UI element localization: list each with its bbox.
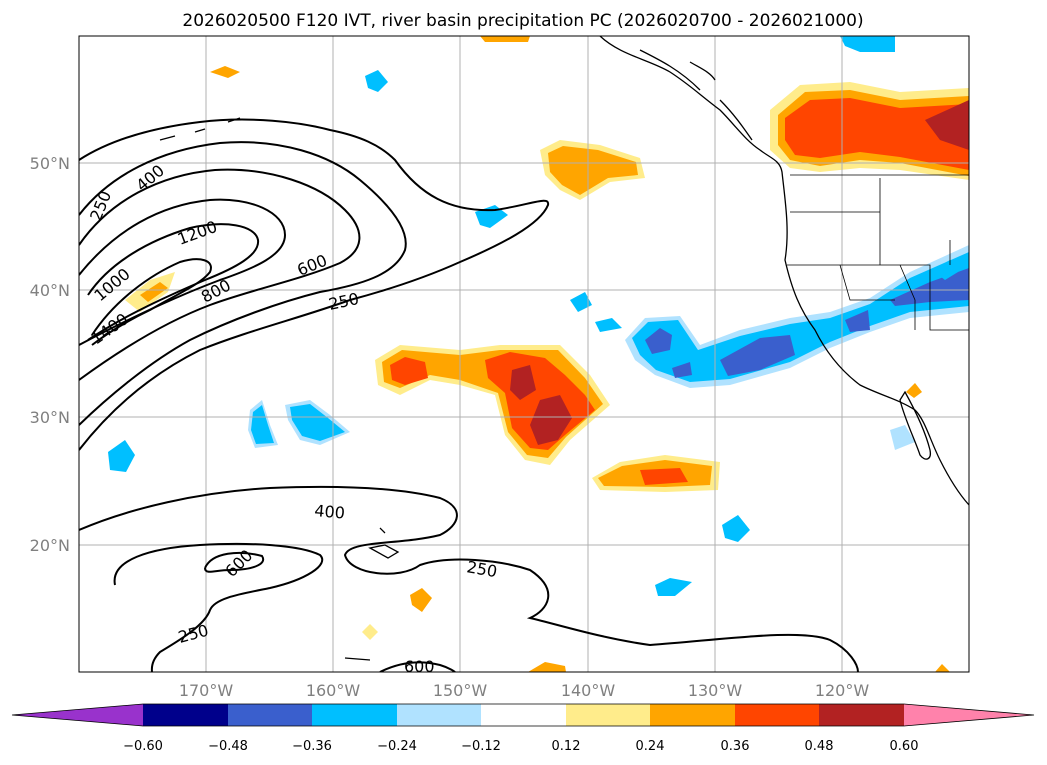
colorbar-seg-1 [143, 704, 228, 726]
lon-label: 170°W [179, 681, 234, 700]
coastline-north-america [599, 36, 969, 506]
ivt-contour [379, 661, 456, 672]
coastline-islands [639, 49, 753, 141]
ivt-label: 400 [314, 501, 346, 523]
colorbar-tick-label: 0.12 [552, 739, 581, 754]
colorbar-seg-5 [481, 704, 566, 726]
ivt-contour [79, 141, 407, 426]
pc-positive-region [640, 468, 688, 485]
coastline [159, 36, 969, 661]
lat-label: 20°N [30, 536, 70, 555]
pc-negative-region [645, 328, 672, 354]
colorbar-tick-label: 0.36 [721, 739, 750, 754]
colorbar-seg-9 [819, 704, 904, 726]
colorbar-tick-label: 0.60 [890, 739, 919, 754]
pc-positive-region [410, 588, 432, 612]
pc-positive-region [210, 66, 240, 78]
pc-negative-region [632, 252, 969, 382]
coastline-baja [899, 390, 931, 460]
lon-label: 120°W [815, 681, 870, 700]
pc-negative-region [722, 515, 750, 542]
pc-negative-region [840, 36, 895, 52]
pc-positive-region [140, 282, 168, 302]
colorbar-tick-label: −0.24 [377, 739, 417, 754]
lon-labels: 170°W 160°W 150°W 140°W 130°W 120°W [179, 681, 870, 700]
colorbar-tick-label: 0.24 [636, 739, 665, 754]
lat-label: 50°N [30, 154, 70, 173]
colorbar-seg-2 [228, 704, 312, 726]
colorbar-seg-0 [12, 704, 143, 726]
pc-positive-region [510, 365, 536, 400]
colorbar-outline [11, 703, 1035, 727]
colorbar-seg-4 [397, 704, 481, 726]
lat-label: 40°N [30, 281, 70, 300]
colorbar-tick-label: −0.60 [123, 739, 163, 754]
pc-negative-region [290, 404, 345, 441]
colorbar-tick-label: 0.48 [805, 739, 834, 754]
colorbar-seg-8 [735, 704, 819, 726]
colorbar-seg-6 [566, 704, 650, 726]
figure-title: 2026020500 F120 IVT, river basin precipi… [182, 11, 863, 31]
map-frame [78, 35, 970, 673]
pc-negative-region [890, 268, 969, 306]
lon-label: 140°W [561, 681, 616, 700]
lon-label: 130°W [688, 681, 743, 700]
pc-positive-region [528, 662, 566, 672]
pc-positive-region [530, 395, 572, 445]
ivt-contour [79, 168, 361, 381]
lon-label: 150°W [433, 681, 488, 700]
colorbar-tick-label: −0.36 [292, 739, 332, 754]
pc-negative-region [655, 578, 692, 596]
pc-positive-region [785, 98, 969, 170]
ivt-contour [113, 542, 324, 672]
coastline-aleutians [159, 117, 241, 141]
pc-negative-region [365, 70, 388, 92]
colorbar: −0.60 −0.48 −0.36 −0.24 −0.12 0.12 0.24 … [11, 703, 1035, 754]
lat-label: 30°N [30, 408, 70, 427]
colorbar-seg-7 [650, 704, 735, 726]
map-area: 250 400 1200 1000 800 1400 600 250 400 6… [79, 36, 969, 676]
ivt-contour [91, 258, 212, 346]
ivt-contour [204, 551, 265, 573]
pc-negative-region [672, 362, 692, 378]
pc-negative-region [720, 335, 795, 376]
pc-positive-region [548, 146, 638, 195]
pc-negative-region [108, 440, 135, 472]
ivt-contours [79, 118, 859, 672]
ivt-contour [79, 485, 859, 672]
pc-positive-region [390, 357, 428, 385]
pc-negative-region [845, 310, 870, 332]
ivt-contour [87, 223, 260, 341]
lat-labels: 50°N 40°N 30°N 20°N [30, 154, 70, 555]
pc-positive-region [362, 624, 378, 640]
colorbar-seg-10 [904, 704, 1034, 726]
precip-shading [108, 36, 969, 672]
ivt-contour [79, 198, 287, 346]
pc-positive-region [935, 664, 950, 672]
pc-negative-region [932, 260, 958, 280]
lon-label: 160°W [306, 681, 361, 700]
pc-negative-region [570, 292, 592, 312]
coastline-hawaii [344, 527, 400, 661]
pc-positive-region [925, 100, 969, 150]
pc-negative-region [251, 405, 274, 444]
pc-negative-region [595, 318, 622, 332]
colorbar-seg-3 [312, 704, 397, 726]
ivt-contour [79, 118, 550, 451]
ivt-label: 600 [404, 657, 435, 676]
colorbar-tick-label: −0.12 [461, 739, 501, 754]
pc-positive-region [906, 383, 922, 398]
pc-negative-region [890, 425, 915, 450]
colorbar-tick-label: −0.48 [208, 739, 248, 754]
pc-positive-region [480, 36, 530, 42]
state-borders [787, 178, 969, 331]
